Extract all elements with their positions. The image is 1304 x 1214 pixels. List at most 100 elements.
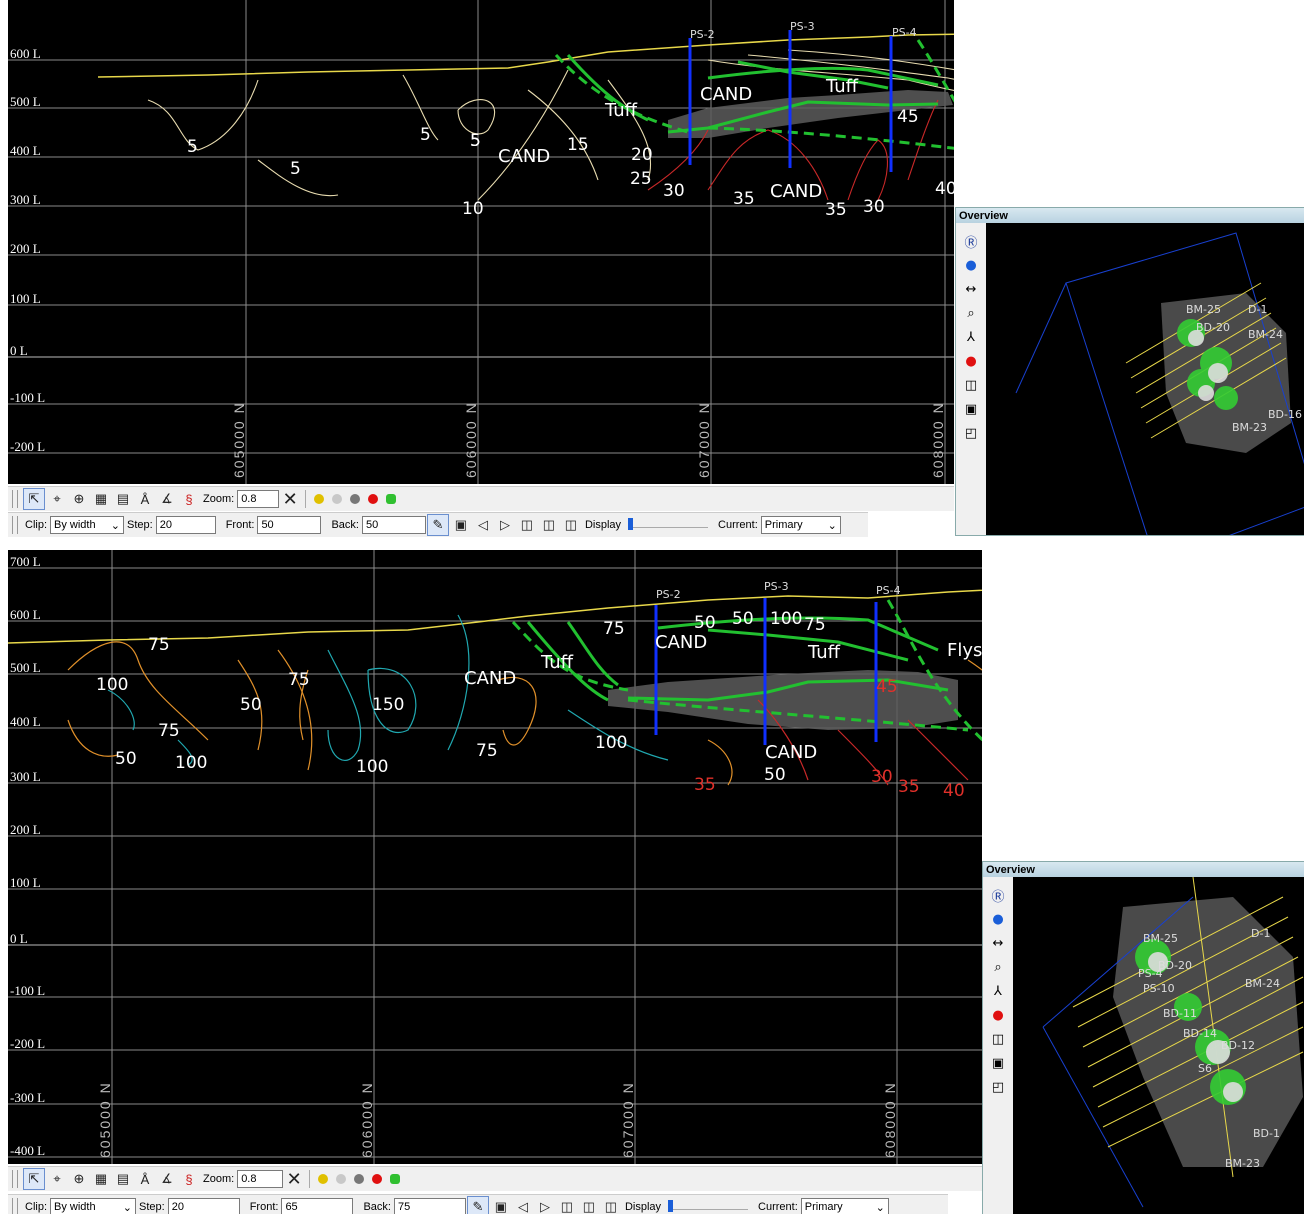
window-icon[interactable]: ◫ bbox=[991, 1031, 1005, 1047]
current-value: Primary bbox=[804, 1201, 843, 1213]
select-arrow-icon[interactable]: ⇱ bbox=[23, 1168, 45, 1190]
screen-icon[interactable]: ▣ bbox=[991, 1055, 1005, 1071]
pan-icon[interactable]: ↔ bbox=[992, 935, 1004, 951]
select-arrow-icon[interactable]: ⇱ bbox=[23, 488, 45, 510]
cube-icon[interactable]: ◰ bbox=[964, 425, 978, 441]
overview-hole-label: BM-25 bbox=[1186, 303, 1221, 316]
overview-hole-label: PS-4 bbox=[1138, 967, 1163, 980]
contour-value-label: 20 bbox=[631, 145, 653, 165]
screen-icon[interactable]: ▣ bbox=[964, 401, 978, 417]
dark-ball-icon[interactable] bbox=[354, 1174, 365, 1184]
chevron-down-icon: ⌄ bbox=[827, 519, 837, 532]
crosshair-icon[interactable]: ⌖ bbox=[53, 1171, 61, 1186]
red-ball-icon[interactable] bbox=[372, 1174, 383, 1184]
center-icon[interactable]: ⊕ bbox=[73, 1171, 85, 1186]
close-x-icon[interactable]: ✕ bbox=[282, 488, 298, 509]
geology-unit-label: Flysch bbox=[947, 640, 982, 661]
zoom-icon[interactable]: ⌕ bbox=[967, 305, 975, 321]
current-select[interactable]: Primary ⌄ bbox=[760, 516, 841, 534]
zoom-input[interactable]: 0.8 bbox=[237, 490, 280, 508]
section-icon[interactable]: § bbox=[185, 1171, 193, 1187]
globe-icon[interactable]: ● bbox=[992, 911, 1004, 927]
display-slider[interactable] bbox=[668, 1200, 749, 1214]
front-input[interactable]: 50 bbox=[257, 516, 322, 534]
record-icon[interactable]: ● bbox=[965, 353, 977, 369]
label-icon[interactable]: ▤ bbox=[116, 1171, 130, 1186]
rotate-icon[interactable]: ⅄ bbox=[994, 983, 1002, 999]
box-icon[interactable]: ◫ bbox=[520, 517, 534, 532]
box-front-icon[interactable]: ◫ bbox=[542, 517, 556, 532]
overview-map-bottom[interactable]: BM-25 D-1 BD-20 BM-24 BD-11 BD-14 BD-12 S6 BD-1 B… bbox=[1013, 877, 1304, 1214]
section-canvas-top[interactable]: 600 L 500 L 400 L 300 L 200 L 100 L 0 L -100 L -… bbox=[8, 0, 954, 484]
northing-label: 606000 N bbox=[463, 401, 479, 478]
overview-window-top[interactable]: Overview Ⓡ ● ↔ ⌕ ⅄ ● ◫ ▣ ◰ bbox=[955, 207, 1304, 536]
section-icon[interactable]: § bbox=[185, 491, 193, 507]
box-icon[interactable]: ◫ bbox=[560, 1199, 574, 1214]
step-back-icon[interactable]: ◁ bbox=[477, 517, 488, 532]
yellow-ball-icon[interactable] bbox=[314, 494, 325, 504]
clip-toolbar-top: Clip: By width ⌄ Step: 20 Front: 50 Back:… bbox=[8, 512, 868, 537]
compass-icon[interactable]: Å bbox=[140, 1171, 150, 1187]
overview-window-bottom[interactable]: Overview Ⓡ ● ↔ ⌕ ⅄ ● ◫ ▣ ◰ bbox=[982, 861, 1304, 1214]
grey-ball-icon[interactable] bbox=[336, 1174, 347, 1184]
northing-label: 608000 N bbox=[882, 1081, 898, 1158]
globe-icon[interactable]: ● bbox=[965, 257, 977, 273]
crosshair-icon[interactable]: ⌖ bbox=[53, 491, 61, 506]
current-select[interactable]: Primary ⌄ bbox=[800, 1198, 889, 1214]
zoom-input[interactable]: 0.8 bbox=[237, 1170, 284, 1188]
record-icon[interactable]: ● bbox=[992, 1007, 1004, 1023]
section-canvas-bottom[interactable]: 700 L 600 L 500 L 400 L 300 L 200 L 100 L 0 L -1… bbox=[8, 550, 982, 1164]
image-icon[interactable]: ▣ bbox=[494, 1199, 508, 1214]
contour-value-label: 30 bbox=[863, 197, 885, 217]
overview-hole-label: D-1 bbox=[1248, 303, 1267, 316]
box-front-icon[interactable]: ◫ bbox=[582, 1199, 596, 1214]
contour-value-label: 100 bbox=[96, 675, 128, 695]
green-shape-icon[interactable] bbox=[390, 1174, 401, 1184]
reset-icon[interactable]: Ⓡ bbox=[991, 889, 1005, 905]
step-forward-icon[interactable]: ▷ bbox=[539, 1199, 550, 1214]
grid-icon[interactable]: ▦ bbox=[94, 491, 108, 506]
window-icon[interactable]: ◫ bbox=[964, 377, 978, 393]
edit-icon[interactable]: ✎ bbox=[426, 514, 449, 536]
green-shape-icon[interactable] bbox=[386, 494, 397, 504]
dark-ball-icon[interactable] bbox=[350, 494, 361, 504]
pan-icon[interactable]: ↔ bbox=[965, 281, 977, 297]
geology-unit-label: Tuff bbox=[807, 642, 841, 663]
contour-value-label: 30 bbox=[663, 181, 685, 201]
contour-value-label: 5 bbox=[290, 159, 301, 179]
reset-icon[interactable]: Ⓡ bbox=[964, 235, 978, 251]
box-back-icon[interactable]: ◫ bbox=[564, 517, 578, 532]
display-slider[interactable] bbox=[628, 518, 709, 532]
close-x-icon[interactable]: ✕ bbox=[286, 1168, 302, 1189]
red-ball-icon[interactable] bbox=[368, 494, 379, 504]
box-back-icon[interactable]: ◫ bbox=[604, 1199, 618, 1214]
cube-icon[interactable]: ◰ bbox=[991, 1079, 1005, 1095]
grey-ball-icon[interactable] bbox=[332, 494, 343, 504]
angle-icon[interactable]: ∡ bbox=[161, 491, 173, 506]
geology-unit-label: Tuff bbox=[540, 652, 574, 673]
yellow-ball-icon[interactable] bbox=[318, 1174, 329, 1184]
back-input[interactable]: 50 bbox=[361, 516, 426, 534]
chevron-down-icon: ⌄ bbox=[122, 1201, 133, 1214]
center-icon[interactable]: ⊕ bbox=[73, 491, 85, 506]
image-icon[interactable]: ▣ bbox=[454, 517, 468, 532]
grid-icon[interactable]: ▦ bbox=[94, 1171, 108, 1186]
step-input[interactable]: 20 bbox=[167, 1198, 240, 1214]
label-icon[interactable]: ▤ bbox=[116, 491, 130, 506]
clip-label: Clip: bbox=[25, 1201, 48, 1213]
clip-select[interactable]: By width ⌄ bbox=[50, 1198, 137, 1214]
front-input[interactable]: 65 bbox=[281, 1198, 354, 1214]
step-forward-icon[interactable]: ▷ bbox=[499, 517, 510, 532]
back-input[interactable]: 75 bbox=[393, 1198, 466, 1214]
clip-select[interactable]: By width ⌄ bbox=[50, 516, 125, 534]
angle-icon[interactable]: ∡ bbox=[161, 1171, 173, 1186]
zoom-icon[interactable]: ⌕ bbox=[994, 959, 1002, 975]
step-input[interactable]: 20 bbox=[155, 516, 216, 534]
northing-label: 608000 N bbox=[930, 401, 946, 478]
compass-icon[interactable]: Å bbox=[140, 491, 150, 507]
contour-value-label: 30 bbox=[871, 767, 893, 787]
edit-icon[interactable]: ✎ bbox=[466, 1196, 489, 1214]
step-back-icon[interactable]: ◁ bbox=[517, 1199, 528, 1214]
rotate-icon[interactable]: ⅄ bbox=[967, 329, 975, 345]
